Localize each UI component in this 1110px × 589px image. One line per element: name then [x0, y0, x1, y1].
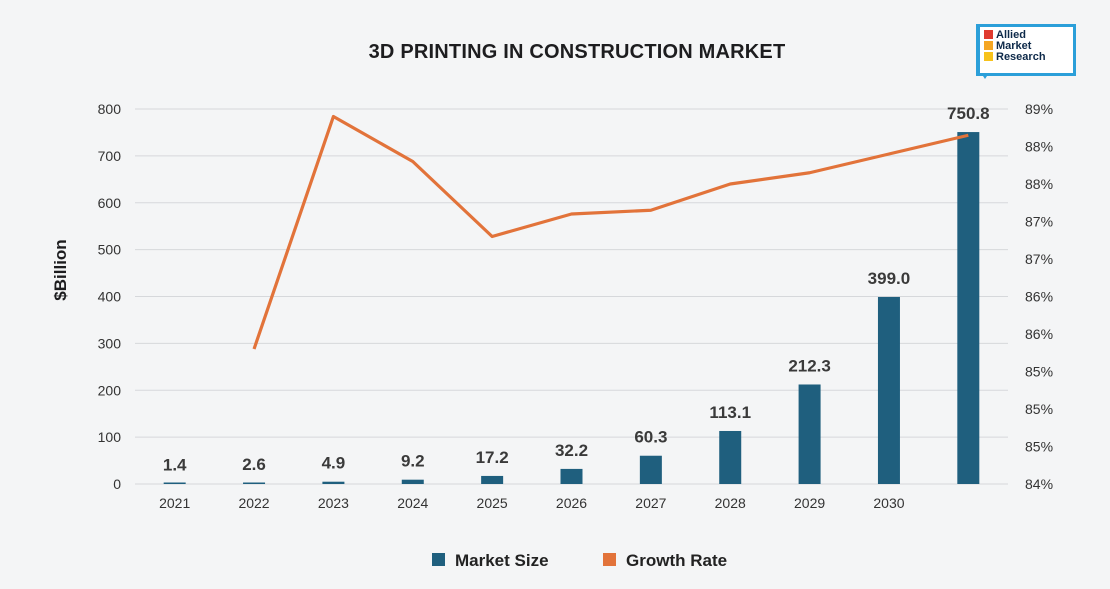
legend-swatch-growth-rate — [603, 553, 616, 566]
bar-data-label: 212.3 — [788, 356, 831, 375]
y-tick-label: 0 — [113, 476, 121, 492]
x-tick-label: 2027 — [635, 495, 666, 511]
x-tick-label: 2022 — [238, 495, 269, 511]
legend-swatch-market-size — [432, 553, 445, 566]
bar-data-label: 399.0 — [868, 269, 911, 288]
bar-data-label: 750.8 — [947, 104, 990, 123]
y-tick-label: 200 — [98, 382, 122, 398]
x-tick-label: 2028 — [715, 495, 746, 511]
bar-market-size — [798, 384, 821, 484]
gridlines — [135, 108, 1008, 485]
bar-market-size — [163, 482, 186, 484]
x-tick-label: 2029 — [794, 495, 825, 511]
bar-data-label: 17.2 — [476, 448, 509, 467]
x-tick-label: 2021 — [159, 495, 190, 511]
logo-line-1: Allied — [996, 29, 1026, 41]
bar-market-size — [957, 132, 980, 484]
legend-label-growth-rate: Growth Rate — [626, 551, 727, 570]
x-tick-label: 2030 — [873, 495, 904, 511]
y2-axis-ticks: 84% 85% 85% 85% 86% 86% 87% 87% 88% 88% 89% — [1025, 101, 1053, 492]
bar-data-label: 113.1 — [709, 403, 751, 422]
logo-square-orange — [984, 41, 993, 50]
y2-tick-label: 88% — [1025, 176, 1053, 192]
allied-market-research-logo: Allied Market Research — [976, 24, 1076, 79]
y2-tick-label: 87% — [1025, 214, 1053, 230]
y-axis-ticks: 0 100 200 300 400 500 600 700 800 — [98, 101, 122, 492]
y2-tick-label: 86% — [1025, 289, 1053, 305]
bar-market-size — [322, 481, 345, 484]
logo-panel — [980, 27, 1073, 73]
bar-market-size — [877, 296, 900, 484]
x-tick-label: 2023 — [318, 495, 349, 511]
x-tick-label: 2025 — [477, 495, 508, 511]
bar-data-label: 4.9 — [322, 454, 346, 473]
y2-tick-label: 88% — [1025, 139, 1053, 155]
logo-square-yellow — [984, 52, 993, 61]
growth-rate-line — [252, 114, 969, 350]
logo-line-2: Market — [996, 40, 1032, 52]
bar-market-size — [481, 475, 504, 484]
bar-market-size — [719, 430, 742, 484]
y-tick-label: 800 — [98, 101, 122, 117]
y-tick-label: 500 — [98, 242, 122, 258]
logo-square-red — [984, 30, 993, 39]
y2-tick-label: 89% — [1025, 101, 1053, 117]
bar-market-size — [243, 482, 266, 484]
x-tick-label: 2026 — [556, 495, 587, 511]
y2-tick-label: 85% — [1025, 364, 1053, 380]
x-tick-label: 2024 — [397, 495, 428, 511]
market-size-bars — [163, 132, 980, 484]
legend: Market Size Growth Rate — [432, 551, 727, 570]
y2-tick-label: 84% — [1025, 476, 1053, 492]
bar-data-label: 60.3 — [634, 428, 667, 447]
y2-tick-label: 85% — [1025, 439, 1053, 455]
bar-market-size — [639, 455, 662, 484]
growth-rate-line-group — [252, 114, 969, 350]
logo-line-3: Research — [996, 51, 1046, 63]
y2-tick-label: 86% — [1025, 326, 1053, 342]
y-tick-label: 700 — [98, 148, 122, 164]
x-axis-ticks: 2021 2022 2023 2024 2025 2026 2027 2028 2029 2030 — [159, 495, 905, 511]
y-tick-label: 300 — [98, 335, 122, 351]
chart-title: 3D PRINTING IN CONSTRUCTION MARKET — [369, 41, 786, 63]
y-tick-label: 600 — [98, 195, 122, 211]
bar-data-label: 32.2 — [555, 441, 588, 460]
logo-pointer — [981, 73, 989, 79]
y-axis-label: $Billion — [51, 239, 70, 300]
bar-data-label: 2.6 — [242, 455, 266, 474]
y2-tick-label: 85% — [1025, 401, 1053, 417]
y-tick-label: 400 — [98, 289, 122, 305]
bar-data-label: 9.2 — [401, 452, 425, 471]
bar-data-label: 1.4 — [163, 455, 187, 474]
bar-market-size — [401, 479, 424, 484]
y2-tick-label: 87% — [1025, 251, 1053, 267]
legend-label-market-size: Market Size — [455, 551, 549, 570]
y-tick-label: 100 — [98, 429, 122, 445]
data-labels: 1.4 2.6 4.9 9.2 17.2 32.2 60.3 113.1 212.3 399.0 7… — [163, 104, 990, 474]
bar-market-size — [560, 468, 583, 484]
